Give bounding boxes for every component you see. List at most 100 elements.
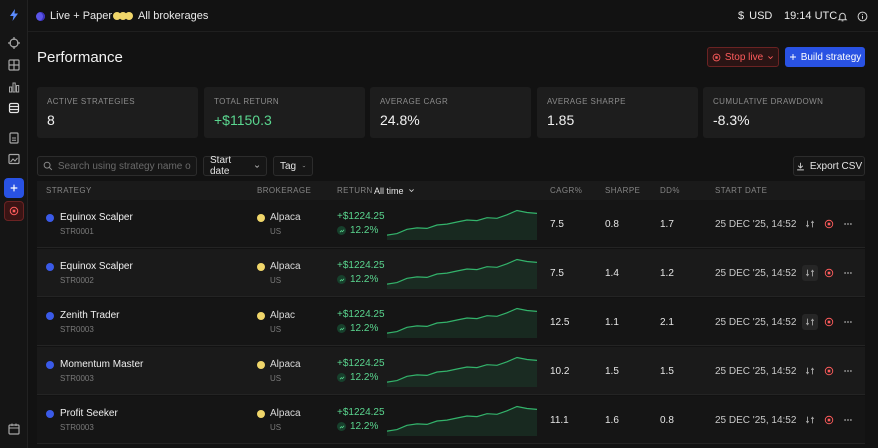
- table-row[interactable]: Equinox Scalper STR0002 Alpaca US +$1224…: [37, 249, 865, 297]
- alpaca-icon: [257, 360, 265, 369]
- build-strategy-button[interactable]: Build strategy: [785, 47, 865, 67]
- search-input[interactable]: [57, 160, 191, 172]
- plus-icon[interactable]: [4, 178, 24, 198]
- strategy-id: STR0003: [60, 325, 94, 334]
- tag-filter[interactable]: Tag: [273, 156, 313, 176]
- sparkline-chart: [387, 209, 537, 240]
- brokerage-region: US: [270, 374, 282, 383]
- header-brokerage[interactable]: BROKERAGE: [257, 186, 312, 195]
- strategy-id: STR0002: [60, 276, 94, 285]
- more-icon[interactable]: [840, 216, 856, 232]
- search-box: [37, 156, 197, 176]
- stop-strategy-icon[interactable]: [821, 363, 837, 379]
- strategy-name[interactable]: Profit Seeker: [60, 408, 118, 419]
- table-row[interactable]: Momentum Master STR0003 Alpaca US +$1224…: [37, 347, 865, 395]
- info-icon[interactable]: [857, 0, 868, 32]
- transfer-icon[interactable]: [802, 265, 818, 281]
- transfer-icon[interactable]: [802, 216, 818, 232]
- stat-label: CUMULATIVE DRAWDOWN: [713, 97, 824, 106]
- image-icon[interactable]: [7, 152, 21, 166]
- stop-strategy-icon[interactable]: [821, 314, 837, 330]
- document-icon[interactable]: [7, 131, 21, 145]
- brokerage-name: Alpaca: [270, 261, 301, 272]
- table-row[interactable]: Profit Seeker STR0003 Alpaca US +$1224.2…: [37, 396, 865, 444]
- strategy-name[interactable]: Momentum Master: [60, 359, 144, 370]
- stop-strategy-icon[interactable]: [821, 216, 837, 232]
- transfer-icon[interactable]: [802, 412, 818, 428]
- dd-value: 2.1: [660, 317, 674, 328]
- stop-icon[interactable]: [4, 201, 24, 221]
- return-range-selector[interactable]: All time: [374, 181, 415, 200]
- sparkline-area: [387, 210, 537, 240]
- bell-icon[interactable]: [837, 0, 848, 32]
- target-icon[interactable]: [7, 36, 21, 50]
- bar-chart-icon[interactable]: [7, 80, 21, 94]
- cagr-value: 7.5: [550, 268, 564, 279]
- header-dd[interactable]: DD%: [660, 186, 680, 195]
- start-date-filter[interactable]: Start date: [203, 155, 267, 177]
- table-header: STRATEGY BROKERAGE RETURN All time CAGR%…: [37, 181, 865, 200]
- strategy-name[interactable]: Equinox Scalper: [60, 212, 133, 223]
- strategy-id: STR0003: [60, 374, 94, 383]
- return-percent-row: 12.2%: [337, 372, 385, 383]
- brokerage-region: US: [270, 325, 282, 334]
- mode-selector[interactable]: Live + Paper: [36, 0, 112, 32]
- table-row[interactable]: Equinox Scalper STR0001 Alpaca US +$1224…: [37, 200, 865, 248]
- stat-label: AVERAGE CAGR: [380, 97, 449, 106]
- more-icon[interactable]: [840, 314, 856, 330]
- dd-value: 1.2: [660, 268, 674, 279]
- sparkline-area: [387, 357, 537, 387]
- strategy-name[interactable]: Equinox Scalper: [60, 261, 133, 272]
- alpaca-icon: [257, 409, 265, 418]
- start-date-value: 25 DEC '25, 14:52: [715, 268, 797, 279]
- brokerage-name: Alpaca: [270, 408, 301, 419]
- sparkline-chart: [387, 258, 537, 289]
- stop-live-button[interactable]: Stop live: [707, 47, 779, 67]
- export-csv-button[interactable]: Export CSV: [793, 156, 865, 176]
- stat-value: 24.8%: [380, 112, 420, 128]
- return-percent: 12.2%: [350, 372, 379, 383]
- strategy-name[interactable]: Zenith Trader: [60, 310, 120, 321]
- currency-selector[interactable]: $ USD: [738, 0, 772, 32]
- live-dot-icon: [36, 11, 45, 21]
- cagr-value: 7.5: [550, 219, 564, 230]
- sparkline-line: [387, 356, 537, 383]
- header-start-date[interactable]: START DATE: [715, 186, 768, 195]
- more-icon[interactable]: [840, 412, 856, 428]
- transfer-icon[interactable]: [802, 314, 818, 330]
- stop-icon: [712, 53, 721, 61]
- return-amount: +$1224.25: [337, 260, 385, 271]
- stat-label: AVERAGE SHARPE: [547, 97, 626, 106]
- stop-strategy-icon[interactable]: [821, 412, 837, 428]
- transfer-icon[interactable]: [802, 363, 818, 379]
- brokerage-region: US: [270, 276, 282, 285]
- stat-value: -8.3%: [713, 112, 750, 128]
- stop-strategy-icon[interactable]: [821, 265, 837, 281]
- sparkline-area: [387, 259, 537, 289]
- strategy-dot-icon: [46, 213, 54, 222]
- header-strategy[interactable]: STRATEGY: [46, 186, 92, 195]
- mode-label: Live + Paper: [50, 10, 113, 22]
- more-icon[interactable]: [840, 363, 856, 379]
- clock: 19:14 UTC: [784, 0, 837, 32]
- stat-card-cumulative-drawdown: CUMULATIVE DRAWDOWN -8.3%: [703, 87, 865, 138]
- return-cell: +$1224.25 12.2%: [337, 309, 385, 334]
- database-icon[interactable]: [7, 101, 21, 115]
- bolt-icon[interactable]: [7, 8, 21, 22]
- grid-icon[interactable]: [7, 58, 21, 72]
- stat-card-average-cagr: AVERAGE CAGR 24.8%: [370, 87, 531, 138]
- table-row[interactable]: Zenith Trader STR0003 Alpac US +$1224.25…: [37, 298, 865, 346]
- calendar-icon[interactable]: [7, 422, 21, 436]
- chevron-down-icon: [768, 55, 774, 59]
- sharpe-value: 1.4: [605, 268, 619, 279]
- dd-value: 1.7: [660, 219, 674, 230]
- header-return[interactable]: RETURN: [337, 186, 373, 195]
- stat-value: 1.85: [547, 112, 575, 128]
- alpaca-icon: [257, 213, 265, 222]
- brokerage-selector[interactable]: All brokerages: [113, 0, 208, 32]
- return-percent-row: 12.2%: [337, 225, 385, 236]
- header-cagr[interactable]: CAGR%: [550, 186, 583, 195]
- header-sharpe[interactable]: SHARPE: [605, 186, 641, 195]
- more-icon[interactable]: [840, 265, 856, 281]
- brokerage-name: Alpaca: [270, 359, 301, 370]
